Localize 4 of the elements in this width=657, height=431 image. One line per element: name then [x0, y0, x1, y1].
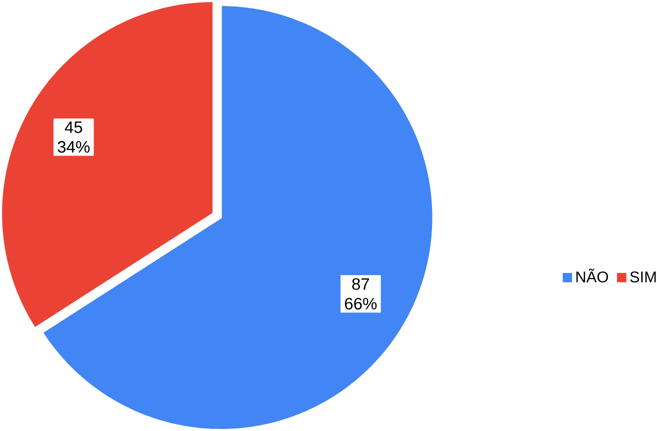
data-label: 87 66%	[344, 278, 377, 310]
legend-label: SIM	[630, 271, 656, 282]
data-label: 45 34%	[58, 122, 90, 153]
legend-label: NÃO	[576, 268, 608, 282]
